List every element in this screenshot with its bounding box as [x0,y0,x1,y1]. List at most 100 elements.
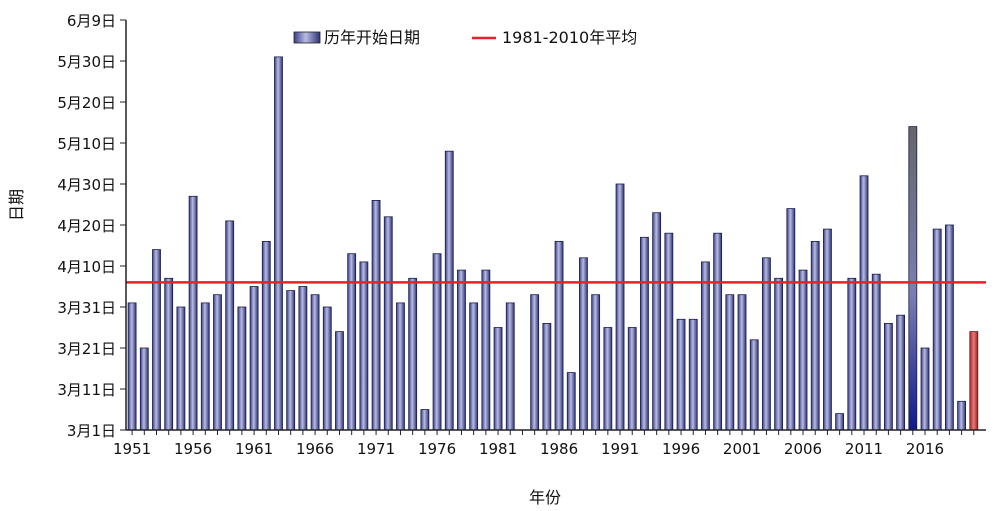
x-tick-label: 1956 [174,440,212,458]
bar-1963 [274,56,283,431]
x-tick-label: 1991 [601,440,639,458]
y-tick-label: 3月31日 [57,299,116,317]
legend-line-label: 1981-2010年平均 [502,28,637,47]
bar-2011 [859,175,869,431]
bar-1973 [396,302,405,431]
y-tick-label: 5月20日 [57,94,116,112]
x-tick-label: 1961 [235,440,273,458]
bar-2012 [871,273,881,431]
bar-1977 [444,150,454,431]
x-tick-label: 1981 [479,440,517,458]
bar-1967 [322,306,332,431]
bar-2020 [969,331,979,431]
x-tick-label: 1966 [296,440,334,458]
bar-1955 [176,306,186,431]
y-tick-label: 5月10日 [57,135,116,153]
x-axis-ticks: 1951 1956 1961 1966 1971 1976 1981 1986 1991 1996… [113,430,975,458]
bar-1986 [554,240,564,431]
legend-bar-swatch [293,31,321,44]
bar-1981 [493,327,503,431]
x-tick-label: 2001 [723,440,761,458]
bar-1968 [335,331,344,431]
bar-2013 [884,322,893,431]
x-tick-label: 1971 [357,440,395,458]
bar-2008 [823,228,832,431]
bar-1987 [566,372,576,431]
bar-2006 [798,269,808,431]
bar-1990 [603,327,613,431]
bar-1958 [213,294,222,431]
x-axis-title: 年份 [529,488,561,507]
bar-series [127,56,979,431]
bar-1993 [640,236,649,431]
bar-1975 [420,409,430,431]
bar-1978 [457,269,466,431]
bar-1991 [615,183,625,431]
bar-1964 [286,290,296,431]
x-tick-label: 2011 [845,440,883,458]
legend-bar-label: 历年开始日期 [324,28,420,47]
bar-2010 [847,277,857,431]
bar-1998 [701,261,710,431]
y-tick-label: 5月30日 [57,53,116,71]
bar-1953 [152,249,161,431]
bar-1997 [688,318,698,431]
y-axis-ticks: 3月1日 3月11日 3月21日 3月31日 4月10日 4月20日 4月30日 5月10日 5… [57,12,126,440]
bar-1962 [261,240,271,431]
bar-2000 [725,294,735,431]
bar-1984 [530,294,540,431]
bar-2014 [896,314,906,431]
x-tick-label: 1951 [113,440,151,458]
bar-2002 [749,339,759,431]
bar-2004 [774,277,784,431]
bar-1966 [310,294,320,431]
bar-1980 [481,269,491,431]
bar-1979 [469,302,479,431]
y-tick-label: 4月30日 [57,176,116,194]
bar-1960 [237,306,247,431]
y-tick-label: 6月9日 [67,12,116,30]
bar-2015 [908,126,918,431]
x-tick-label: 2006 [784,440,822,458]
y-tick-label: 4月10日 [57,258,116,276]
bar-1957 [200,302,210,431]
bar-1996 [676,318,686,431]
bar-1995 [664,232,674,431]
bar-2017 [932,228,942,431]
y-axis-title: 日期 [7,189,26,221]
bar-1994 [652,212,662,431]
bar-1976 [432,253,442,431]
y-tick-label: 3月21日 [57,340,116,358]
bar-1982 [505,302,515,431]
y-tick-label: 3月1日 [67,422,116,440]
bar-2001 [737,294,747,431]
bar-2005 [786,208,796,431]
bar-1985 [542,322,552,431]
x-tick-label: 2016 [906,440,944,458]
bar-2016 [920,347,930,431]
y-tick-label: 3月11日 [57,381,116,399]
bar-1972 [383,216,393,431]
bar-2019 [957,400,967,431]
bar-1965 [298,286,308,431]
bar-1992 [627,327,637,431]
bar-1970 [359,261,369,431]
bar-1969 [347,253,357,431]
y-tick-label: 4月20日 [57,217,116,235]
bar-1956 [188,195,198,431]
x-tick-label: 1986 [540,440,578,458]
bar-1951 [127,302,137,431]
bar-1999 [713,232,723,431]
x-tick-label: 1976 [418,440,456,458]
bar-1974 [408,277,418,431]
x-tick-label: 1996 [662,440,700,458]
bar-2018 [945,224,954,431]
bar-1971 [371,199,381,431]
bar-1954 [164,277,174,431]
bar-1961 [249,286,259,431]
bar-1959 [225,220,235,431]
bar-1989 [591,294,601,431]
legend: 历年开始日期 1981-2010年平均 [293,28,637,47]
bar-1952 [139,347,149,431]
